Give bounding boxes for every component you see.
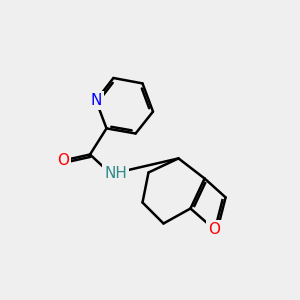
Text: NH: NH xyxy=(104,167,127,182)
Text: N: N xyxy=(90,93,102,108)
Text: O: O xyxy=(57,153,69,168)
Text: O: O xyxy=(208,222,220,237)
